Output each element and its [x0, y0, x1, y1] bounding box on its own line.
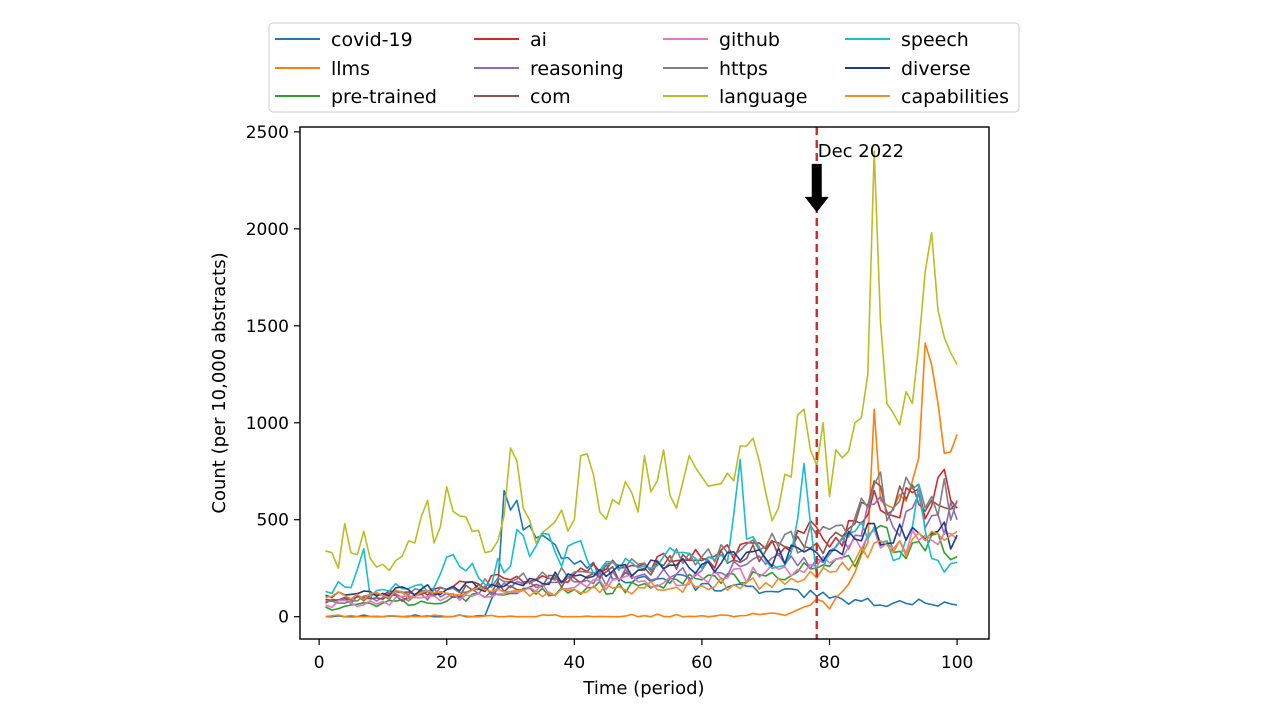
legend-label-https: https	[719, 58, 768, 80]
x-tick-label: 40	[564, 653, 586, 673]
legend: covid-19 llms pre-trained ai reasoning com git…	[268, 22, 1020, 113]
annotation-label: Dec 2022	[818, 141, 904, 162]
series-line-github	[325, 529, 958, 609]
x-tick-label: 100	[941, 653, 973, 673]
series-line-diverse	[325, 521, 958, 599]
series-line-pre-trained	[325, 524, 958, 611]
series-line-llms	[325, 342, 958, 618]
legend-box	[268, 22, 1020, 113]
legend-label-com: com	[530, 86, 571, 108]
y-tick-label: 1000	[246, 414, 289, 434]
legend-label-language: language	[719, 86, 807, 108]
x-tick-label: 60	[691, 653, 713, 673]
series-layer	[325, 150, 958, 618]
down-arrow-icon	[804, 163, 829, 213]
y-tick-label: 0	[278, 608, 289, 628]
legend-label-reasoning: reasoning	[530, 58, 624, 80]
legend-label-diverse: diverse	[901, 58, 971, 80]
plot-frame	[299, 126, 990, 640]
series-line-language	[325, 150, 958, 572]
x-axis-title: Time (period)	[582, 678, 704, 699]
legend-label-pre-trained: pre-trained	[331, 86, 437, 108]
legend-label-ai: ai	[530, 29, 547, 51]
legend-label-llms: llms	[331, 58, 370, 80]
y-tick-label: 1500	[246, 317, 289, 337]
x-tick-label: 0	[314, 653, 325, 673]
series-line-https	[325, 471, 958, 605]
y-tick-label: 2000	[246, 220, 289, 240]
legend-label-speech: speech	[901, 29, 969, 51]
y-tick-label: 2500	[246, 123, 289, 143]
x-tick-label: 20	[436, 653, 458, 673]
annotation-layer: Dec 2022	[804, 127, 904, 639]
legend-label-github: github	[719, 29, 780, 51]
x-tick-label: 80	[819, 653, 841, 673]
series-line-capabilities	[325, 530, 958, 601]
y-axis-ticks: 0 500 1000 1500 2000 2500	[246, 123, 300, 628]
x-axis-ticks: 0 20 40 60 80 100	[314, 639, 973, 673]
y-tick-label: 500	[257, 511, 289, 531]
legend-label-capabilities: capabilities	[901, 86, 1009, 108]
legend-label-covid-19: covid-19	[331, 29, 413, 51]
y-axis-title: Count (per 10,000 abstracts)	[209, 252, 230, 513]
